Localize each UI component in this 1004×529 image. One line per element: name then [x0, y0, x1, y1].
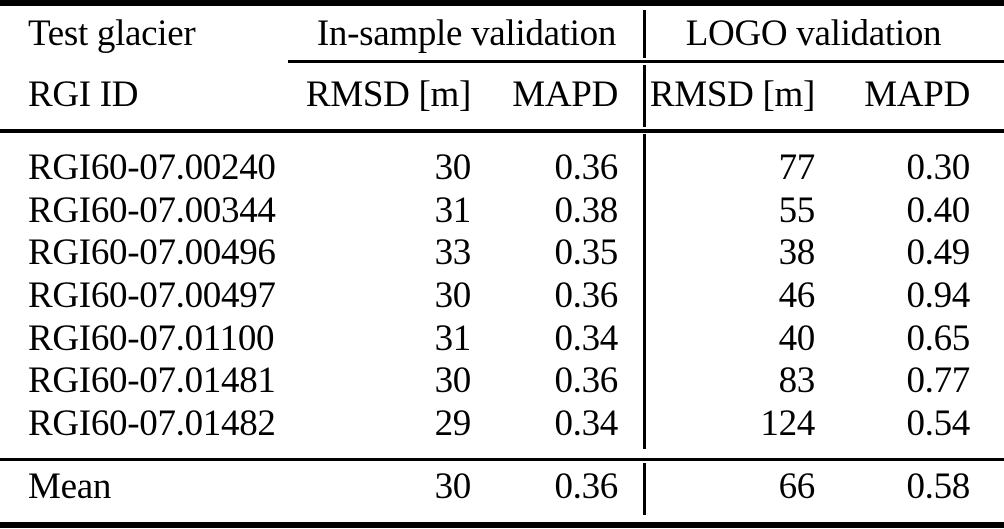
- cell-logo-mapd: 0.30: [906, 146, 970, 188]
- cell-insample-rmsd: 29: [434, 402, 472, 444]
- cell-logo-rmsd: 46: [778, 274, 816, 316]
- header-separator-rule: [0, 129, 1004, 133]
- table-row: RGI60-07.00497 30 0.36 46 0.94: [0, 274, 1004, 317]
- cell-insample-mapd: 0.35: [554, 232, 618, 274]
- cell-logo-mapd: 0.94: [906, 274, 970, 316]
- mean-insample-rmsd: 30: [434, 465, 472, 507]
- bottom-rule: [0, 522, 1004, 528]
- mean-label: Mean: [28, 465, 112, 507]
- col-title-rgi-id: RGI ID: [28, 73, 139, 115]
- group-title-in-sample: In-sample validation: [316, 12, 617, 54]
- mean-insample-mapd: 0.36: [554, 465, 618, 507]
- table-row: RGI60-07.01100 31 0.34 40 0.65: [0, 317, 1004, 360]
- cell-insample-mapd: 0.34: [554, 402, 618, 444]
- col-title-test-glacier: Test glacier: [28, 12, 196, 54]
- table-row: RGI60-07.01482 29 0.34 124 0.54: [0, 402, 1004, 445]
- col-header-insample-rmsd: RMSD [m]: [305, 73, 471, 115]
- mean-logo-mapd: 0.58: [906, 465, 970, 507]
- table-row: RGI60-07.00240 30 0.36 77 0.30: [0, 146, 1004, 189]
- cell-rgi-id: RGI60-07.00497: [28, 274, 276, 316]
- cell-logo-mapd: 0.54: [906, 402, 970, 444]
- cell-rgi-id: RGI60-07.01482: [28, 402, 276, 444]
- cell-rgi-id: RGI60-07.01100: [28, 317, 275, 359]
- cell-insample-rmsd: 30: [434, 146, 472, 188]
- cell-insample-mapd: 0.36: [554, 146, 618, 188]
- cell-logo-mapd: 0.40: [906, 189, 970, 231]
- cell-insample-mapd: 0.34: [554, 317, 618, 359]
- cell-logo-rmsd: 83: [778, 360, 816, 402]
- cell-logo-rmsd: 55: [778, 189, 816, 231]
- cell-logo-rmsd: 124: [760, 402, 815, 444]
- cell-insample-mapd: 0.38: [554, 189, 618, 231]
- cell-insample-rmsd: 30: [434, 274, 472, 316]
- table-row: RGI60-07.00496 33 0.35 38 0.49: [0, 231, 1004, 274]
- cell-rgi-id: RGI60-07.00496: [28, 232, 276, 274]
- group-title-logo: LOGO validation: [685, 12, 942, 54]
- group-divider-mean: [643, 463, 646, 515]
- mean-logo-rmsd: 66: [778, 465, 816, 507]
- cell-logo-mapd: 0.77: [906, 360, 970, 402]
- cell-rgi-id: RGI60-07.00344: [28, 189, 276, 231]
- group-divider-subheader: [643, 65, 646, 127]
- cell-logo-mapd: 0.49: [906, 232, 970, 274]
- cell-insample-rmsd: 30: [434, 360, 472, 402]
- col-header-logo-mapd: MAPD: [864, 73, 970, 115]
- cell-insample-rmsd: 33: [434, 232, 472, 274]
- group-divider-header: [643, 10, 646, 58]
- cell-insample-mapd: 0.36: [554, 274, 618, 316]
- cell-logo-mapd: 0.65: [906, 317, 970, 359]
- cell-logo-rmsd: 77: [778, 146, 816, 188]
- table-row: RGI60-07.00344 31 0.38 55 0.40: [0, 189, 1004, 232]
- cell-insample-rmsd: 31: [434, 189, 472, 231]
- cell-rgi-id: RGI60-07.01481: [28, 360, 276, 402]
- col-header-logo-rmsd: RMSD [m]: [649, 73, 815, 115]
- col-header-insample-mapd: MAPD: [512, 73, 618, 115]
- cell-logo-rmsd: 40: [778, 317, 816, 359]
- group-divider-body: [643, 134, 646, 449]
- subheader-row: RGI ID RMSD [m] MAPD RMSD [m] MAPD: [0, 66, 1004, 122]
- cell-insample-rmsd: 31: [434, 317, 472, 359]
- group-header-row: Test glacier In-sample validation LOGO v…: [0, 8, 1004, 58]
- cell-logo-rmsd: 38: [778, 232, 816, 274]
- top-rule: [0, 0, 1004, 6]
- mean-separator-rule: [0, 458, 1004, 461]
- mean-row: Mean 30 0.36 66 0.58: [0, 464, 1004, 508]
- table-body: RGI60-07.00240 30 0.36 77 0.30 RGI60-07.…: [0, 146, 1004, 445]
- cell-rgi-id: RGI60-07.00240: [28, 146, 276, 188]
- table-row: RGI60-07.01481 30 0.36 83 0.77: [0, 359, 1004, 402]
- group-header-underline-rule: [288, 60, 1004, 63]
- cell-insample-mapd: 0.36: [554, 360, 618, 402]
